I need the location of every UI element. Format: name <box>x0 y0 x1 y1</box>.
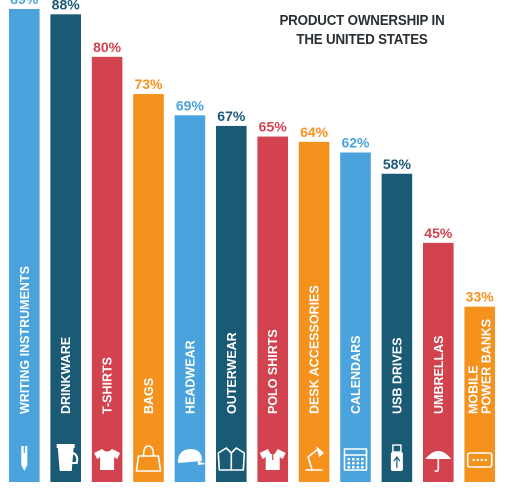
category-label-text: USB DRIVES <box>390 338 404 414</box>
tumbler-icon <box>56 444 79 471</box>
category-label: BAGS <box>142 378 156 414</box>
category-label: T-SHIRTS <box>101 357 115 414</box>
value-label: 80% <box>93 39 122 55</box>
bar <box>174 115 206 482</box>
category-label-text: T-SHIRTS <box>101 357 115 414</box>
value-label: 65% <box>259 119 288 135</box>
power-bank-icon <box>466 452 493 468</box>
category-label-text: OUTERWEAR <box>225 332 239 414</box>
value-label: 73% <box>134 76 163 92</box>
value-label: 69% <box>176 97 205 113</box>
category-label-text: WRITING INSTRUMENTS <box>18 266 32 414</box>
chart-title: PRODUCT OWNERSHIP IN THE UNITED STATES <box>270 12 454 50</box>
pen-icon <box>21 446 28 471</box>
bar <box>133 94 164 483</box>
tshirt-icon <box>94 449 121 470</box>
bag-icon <box>135 445 162 472</box>
category-label-text: POWER BANKS <box>480 319 494 414</box>
desk-lamp-icon <box>305 446 325 471</box>
category-label: WRITING INSTRUMENTS <box>18 266 32 414</box>
category-label-text: POLO SHIRTS <box>266 329 280 414</box>
category-label: MOBILE POWER BANKS <box>467 319 494 414</box>
calendar-icon <box>343 448 368 471</box>
bar <box>91 56 123 483</box>
chart-title-line-2: THE UNITED STATES <box>296 32 428 48</box>
value-label: 64% <box>300 124 329 140</box>
value-label: 58% <box>383 156 412 172</box>
jacket-icon <box>217 447 246 471</box>
bar <box>50 14 81 483</box>
bar <box>340 152 371 482</box>
category-label: USB DRIVES <box>390 338 404 414</box>
category-label: POLO SHIRTS <box>266 329 280 414</box>
category-label-text: HEADWEAR <box>183 340 197 414</box>
category-label-text: DRINKWARE <box>59 337 73 414</box>
polo-shirt-icon <box>259 449 286 470</box>
cap-icon <box>177 449 206 465</box>
category-label: DRINKWARE <box>59 337 73 414</box>
value-label: 45% <box>424 225 453 241</box>
bar <box>9 9 40 482</box>
value-label: 89% <box>10 0 39 7</box>
chart-title-line-1: PRODUCT OWNERSHIP IN <box>279 13 445 29</box>
category-label-text: MOBILE <box>467 365 481 414</box>
category-label-text: BAGS <box>142 378 156 414</box>
bar <box>257 136 288 482</box>
bar <box>423 242 454 482</box>
category-label-text: CALENDARS <box>349 336 363 414</box>
category-label: DESK ACCESSORIES <box>308 285 322 414</box>
usb-drive-icon <box>390 444 403 471</box>
value-label: 67% <box>217 108 246 124</box>
category-label: HEADWEAR <box>183 340 197 414</box>
value-label: 88% <box>52 0 81 12</box>
bar <box>381 173 413 482</box>
bar <box>298 141 330 482</box>
category-label: UMBRELLAS <box>432 336 446 414</box>
umbrella-icon <box>425 451 452 473</box>
value-label: 33% <box>466 289 495 305</box>
category-label: OUTERWEAR <box>225 332 239 414</box>
category-label: CALENDARS <box>349 336 363 414</box>
value-label: 62% <box>341 134 370 150</box>
category-label-text: UMBRELLAS <box>432 336 446 414</box>
bar <box>216 125 247 482</box>
category-label-text: DESK ACCESSORIES <box>308 285 322 414</box>
